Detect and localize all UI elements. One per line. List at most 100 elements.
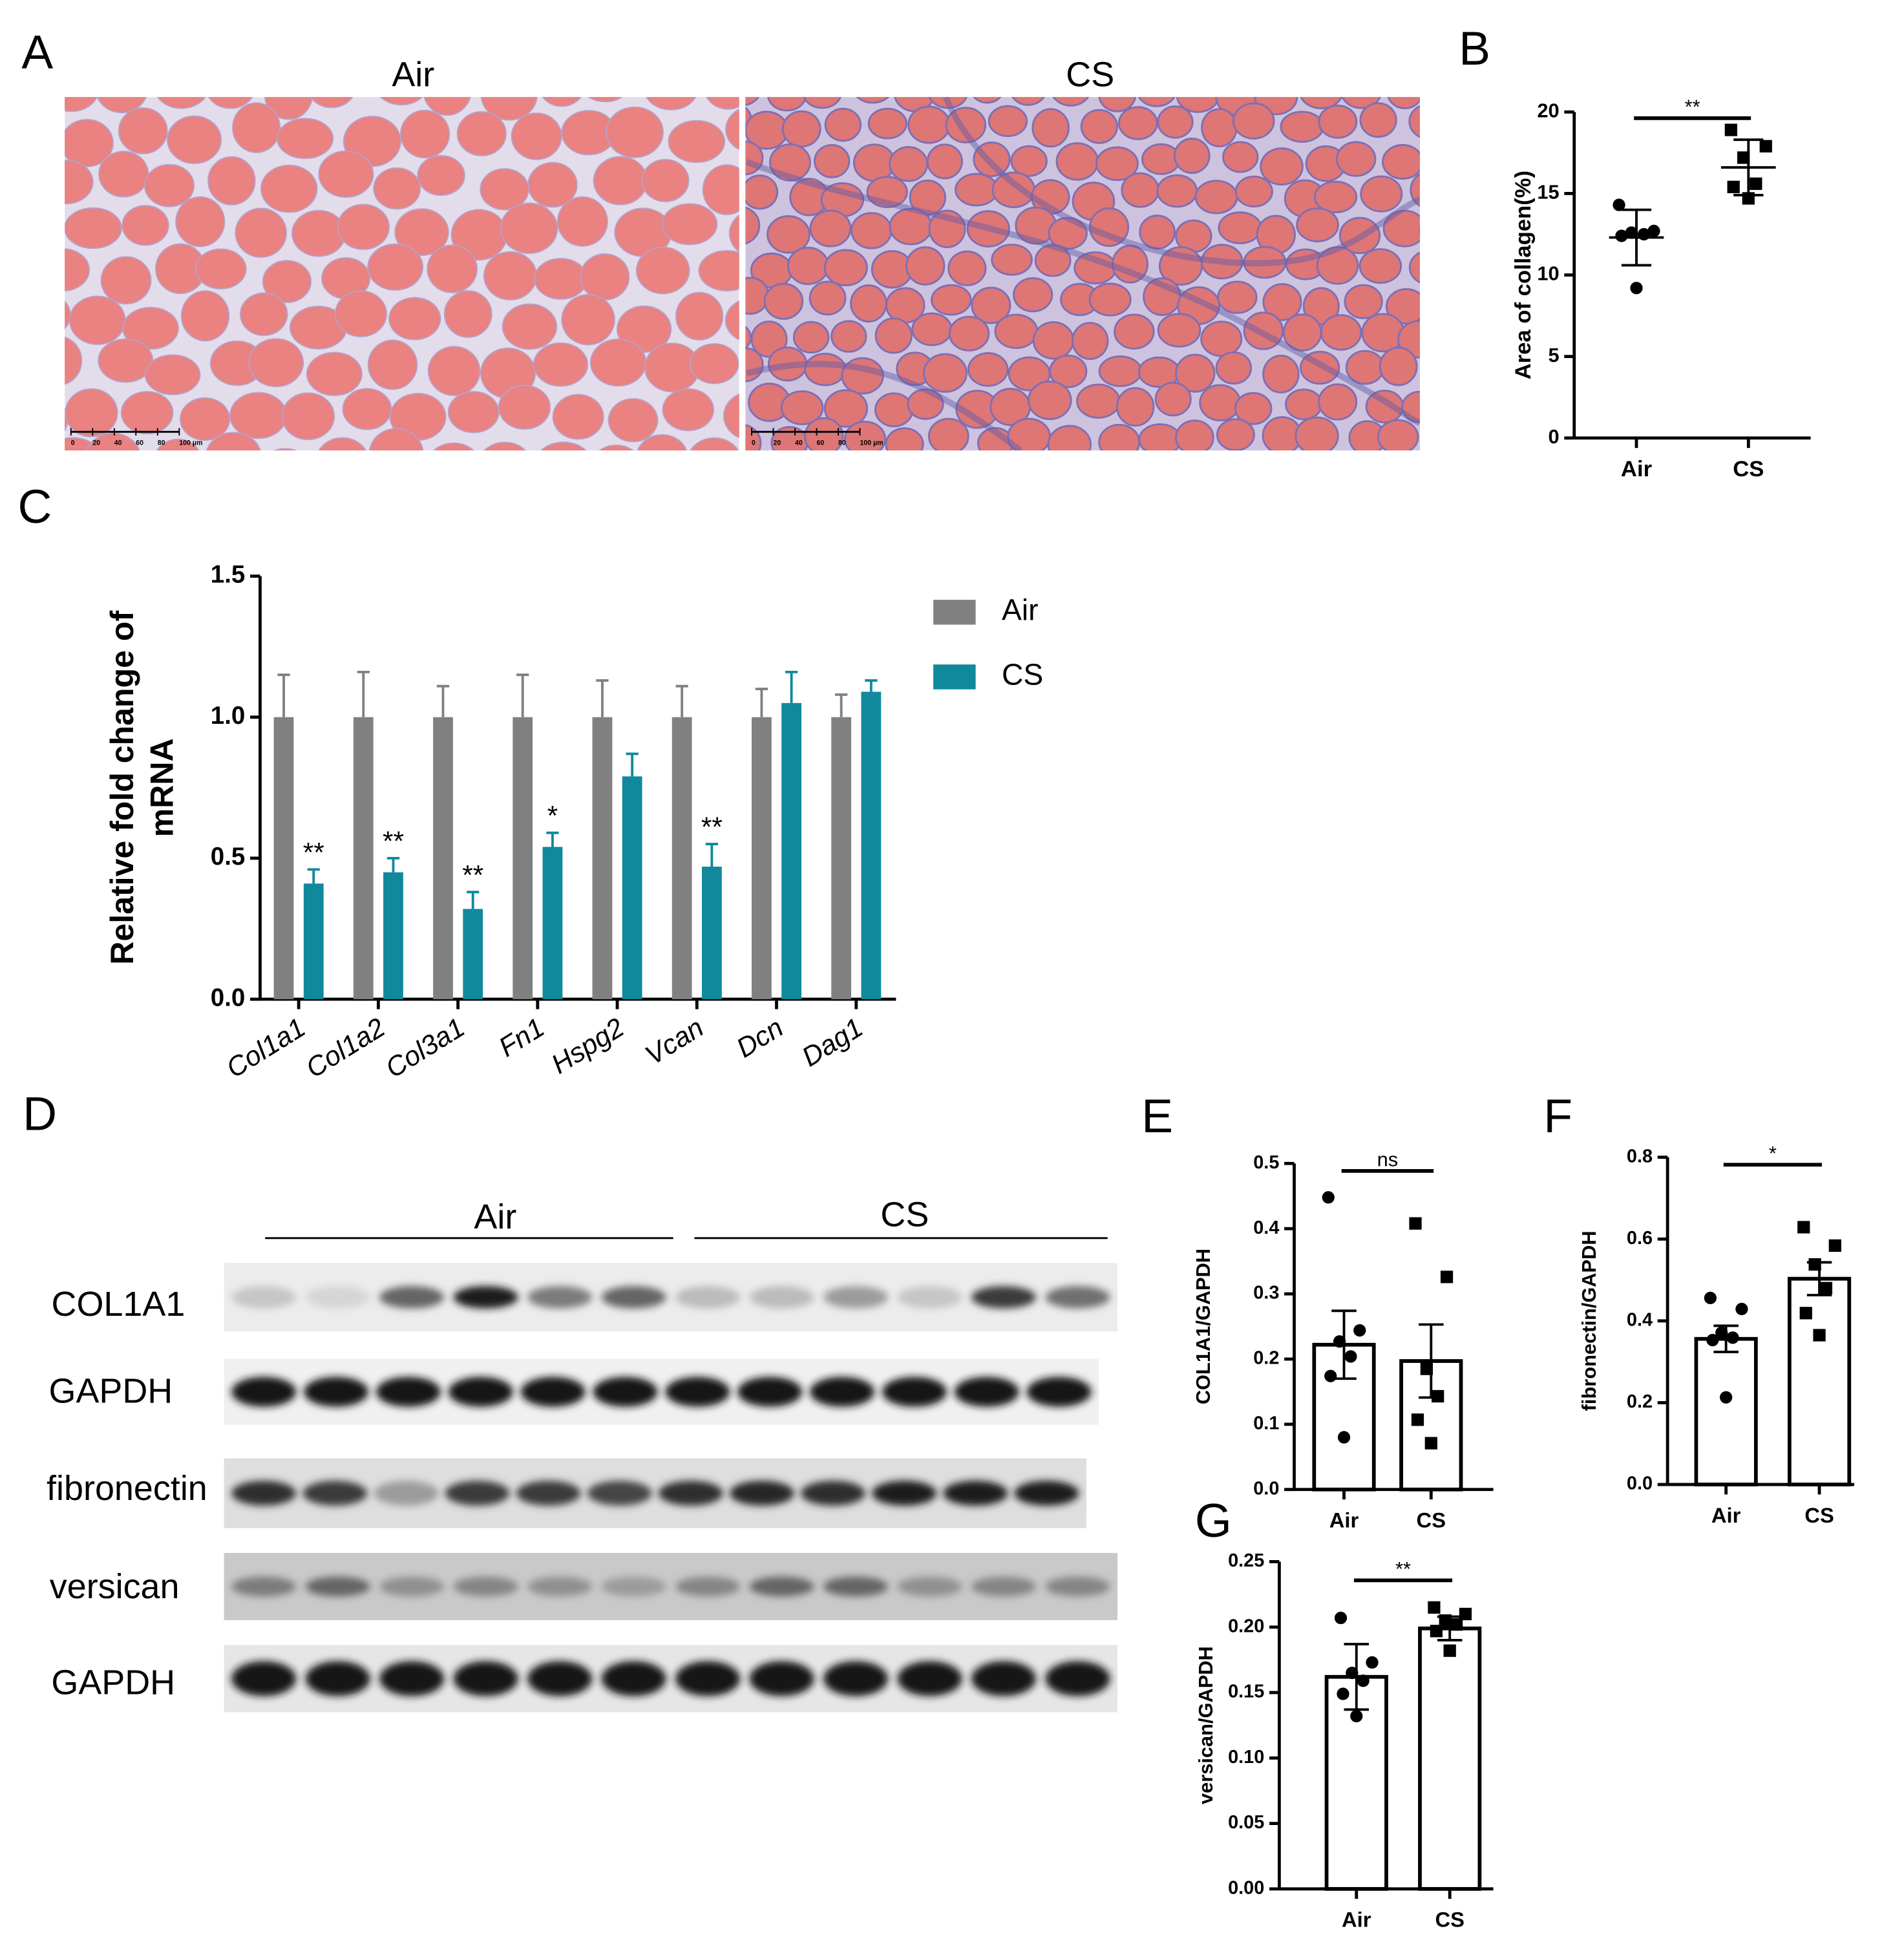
muscle-fiber (664, 37, 699, 69)
blot-band (453, 1285, 518, 1309)
muscle-fiber (931, 284, 972, 316)
error-bar (835, 693, 848, 717)
error-bar (277, 673, 290, 717)
muscle-fiber (580, 253, 630, 301)
muscle-fiber (690, 437, 739, 451)
muscle-fiber (527, 162, 578, 208)
bar (513, 717, 533, 1000)
scale-bar-label: 20 (774, 439, 781, 447)
muscle-fiber (780, 390, 824, 425)
error-bar (546, 831, 559, 847)
y-tick-label: 0.10 (1228, 1747, 1264, 1768)
blot-group-label: Air (474, 1198, 516, 1236)
significance-label: * (1769, 1142, 1777, 1165)
muscle-fiber (0, 154, 36, 199)
blot-band (1026, 1377, 1092, 1407)
error-bar (755, 688, 768, 717)
blot-band (872, 1481, 937, 1506)
scale-bar-label: 60 (817, 439, 825, 447)
blot-band (971, 1661, 1037, 1696)
blot-band (231, 1576, 297, 1597)
muscle-fiber (98, 151, 149, 198)
muscle-fiber (928, 97, 968, 109)
muscle-fiber (856, 97, 890, 104)
muscle-fiber (743, 461, 779, 491)
muscle-fiber (1234, 175, 1273, 208)
muscle-fiber (1071, 322, 1109, 360)
muscle-fiber (1098, 355, 1143, 387)
muscle-fiber (617, 305, 672, 353)
x-tick-label: Col1a2 (301, 1012, 390, 1084)
scale-bar-label: 80 (158, 439, 165, 447)
muscle-fiber (907, 388, 944, 420)
muscle-fiber (542, 97, 582, 107)
muscle-fiber (672, 28, 723, 70)
data-point (1357, 1674, 1370, 1687)
muscle-fiber (1382, 209, 1420, 248)
muscle-fiber (1200, 460, 1236, 490)
data-point (1344, 1350, 1357, 1363)
muscle-fiber (118, 107, 168, 154)
blot-row-label: fibronectin (47, 1469, 207, 1508)
muscle-fiber (1408, 251, 1420, 284)
muscle-fiber (966, 210, 1010, 248)
muscle-fiber (829, 41, 864, 73)
data-point (1706, 1333, 1719, 1347)
muscle-fiber (947, 250, 987, 286)
data-point (1450, 1618, 1463, 1631)
muscle-fiber (914, 37, 951, 69)
muscle-fiber (1379, 346, 1418, 386)
bar (752, 717, 772, 1000)
x-tick-label: Fn1 (493, 1012, 549, 1063)
bar (433, 717, 453, 1000)
muscle-fiber (1385, 288, 1420, 325)
muscle-fiber (367, 339, 418, 390)
muscle-fiber (767, 97, 807, 112)
data-point (1432, 1389, 1444, 1403)
blot-band (231, 1661, 297, 1696)
muscle-fiber (1313, 180, 1358, 213)
blot-band (823, 1661, 889, 1696)
muscle-fiber (65, 301, 71, 330)
muscle-fiber (1316, 246, 1359, 285)
muscle-fiber (874, 392, 914, 428)
legend-label: CS (1002, 658, 1043, 691)
panel-label: B (1459, 22, 1490, 75)
muscle-fiber (1116, 386, 1155, 427)
muscle-fiber (1201, 244, 1243, 280)
muscle-fiber (1430, 348, 1469, 383)
muscle-fiber (598, 444, 634, 451)
data-point (1409, 1217, 1422, 1230)
data-point (1430, 1625, 1443, 1638)
muscle-fiber (180, 397, 231, 441)
x-tick-label: Col1a1 (221, 1012, 311, 1084)
muscle-fiber (480, 97, 538, 121)
blot-band (1045, 1285, 1110, 1309)
x-tick-label: Col3a1 (380, 1012, 470, 1084)
muscle-fiber (704, 41, 743, 75)
muscle-fiber (235, 207, 287, 258)
muscle-fiber (867, 107, 907, 140)
significance-label: ** (701, 812, 723, 842)
muscle-fiber (1089, 207, 1130, 248)
muscle-fiber (1407, 36, 1443, 67)
muscle-fiber (1421, 420, 1459, 454)
blot-band (516, 1481, 581, 1506)
data-point (1724, 123, 1737, 136)
data-point (1420, 1362, 1433, 1375)
bar (781, 702, 802, 1000)
panel-label: E (1141, 1090, 1173, 1143)
blot-band (1045, 1661, 1110, 1696)
muscle-fiber (178, 13, 232, 58)
data-point (1715, 1326, 1728, 1339)
muscle-fiber (991, 171, 1036, 209)
muscle-fiber (1174, 138, 1211, 174)
muscle-fiber (955, 36, 994, 71)
muscle-fiber (262, 260, 312, 303)
error-bar (1733, 138, 1764, 196)
muscle-fiber (830, 320, 867, 353)
muscle-fiber (1095, 146, 1139, 182)
muscle-fiber (427, 346, 481, 396)
muscle-fiber (1081, 461, 1116, 492)
